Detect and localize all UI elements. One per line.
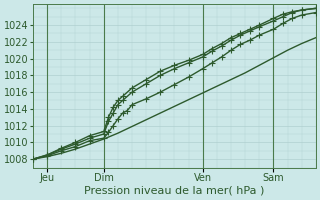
- X-axis label: Pression niveau de la mer( hPa ): Pression niveau de la mer( hPa ): [84, 186, 265, 196]
